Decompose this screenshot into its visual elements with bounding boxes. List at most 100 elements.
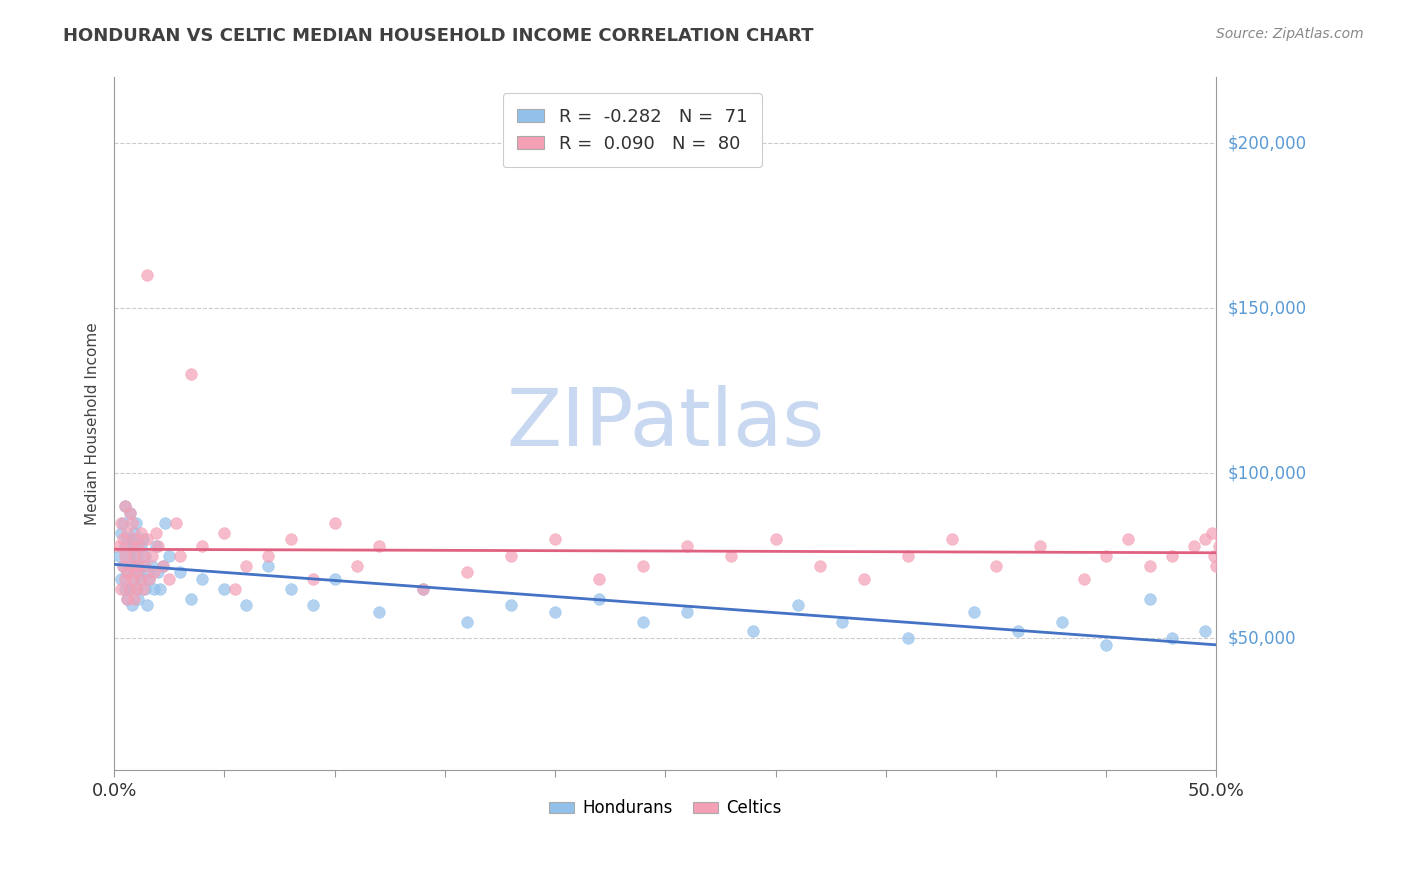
Point [1205, 558, 1227, 573]
Point [142, 582, 165, 596]
Point [214, 582, 236, 596]
Point [125, 582, 148, 596]
Point [121, 598, 143, 612]
Point [280, 582, 302, 596]
Point [544, 605, 567, 619]
Point [117, 591, 139, 606]
Point [1095, 549, 1118, 563]
Legend: Hondurans, Celtics: Hondurans, Celtics [543, 793, 789, 824]
Point [114, 549, 136, 563]
Point [786, 598, 808, 612]
Point [1216, 516, 1239, 530]
Point [191, 572, 214, 586]
Point [157, 549, 180, 563]
Point [676, 539, 699, 553]
Point [1007, 624, 1029, 639]
Point [118, 549, 141, 563]
Point [1161, 549, 1184, 563]
Point [191, 539, 214, 553]
Point [984, 558, 1007, 573]
Point [122, 525, 145, 540]
Point [132, 549, 155, 563]
Point [107, 549, 129, 563]
Point [148, 539, 170, 553]
Point [897, 631, 920, 645]
Point [301, 598, 323, 612]
Point [301, 572, 323, 586]
Point [129, 572, 152, 586]
Point [121, 558, 143, 573]
Point [499, 598, 522, 612]
Point [125, 532, 148, 546]
Point [1182, 539, 1205, 553]
Point [132, 532, 155, 546]
Point [499, 549, 522, 563]
Point [134, 549, 156, 563]
Point [111, 558, 134, 573]
Point [129, 539, 152, 553]
Point [132, 558, 155, 573]
Point [114, 539, 136, 553]
Point [149, 582, 172, 596]
Point [141, 558, 163, 573]
Point [118, 506, 141, 520]
Text: $100,000: $100,000 [1227, 464, 1306, 483]
Point [1095, 638, 1118, 652]
Point [346, 558, 368, 573]
Point [127, 565, 149, 579]
Point [122, 591, 145, 606]
Point [323, 516, 346, 530]
Point [122, 549, 145, 563]
Point [1204, 549, 1226, 563]
Point [134, 558, 156, 573]
Point [235, 598, 257, 612]
Text: $200,000: $200,000 [1227, 135, 1306, 153]
Point [110, 582, 132, 596]
Point [897, 549, 920, 563]
Point [224, 582, 246, 596]
Point [145, 539, 167, 553]
Point [412, 582, 434, 596]
Text: $150,000: $150,000 [1227, 300, 1306, 318]
Point [117, 525, 139, 540]
Point [152, 558, 174, 573]
Text: ZIPatlas: ZIPatlas [506, 384, 824, 463]
Point [114, 499, 136, 513]
Point [125, 516, 148, 530]
Point [633, 558, 655, 573]
Point [121, 558, 143, 573]
Point [110, 525, 132, 540]
Point [963, 605, 986, 619]
Point [720, 549, 742, 563]
Point [129, 572, 152, 586]
Point [257, 558, 280, 573]
Point [110, 572, 132, 586]
Point [117, 591, 139, 606]
Point [118, 506, 141, 520]
Point [742, 624, 765, 639]
Point [180, 368, 202, 382]
Point [117, 565, 139, 579]
Point [138, 572, 160, 586]
Point [118, 582, 141, 596]
Point [852, 572, 875, 586]
Text: Source: ZipAtlas.com: Source: ZipAtlas.com [1216, 27, 1364, 41]
Point [1139, 591, 1161, 606]
Point [1161, 631, 1184, 645]
Point [456, 565, 478, 579]
Point [136, 532, 159, 546]
Point [132, 582, 155, 596]
Point [125, 549, 148, 563]
Point [141, 549, 163, 563]
Point [114, 499, 136, 513]
Point [136, 268, 159, 283]
Point [136, 598, 159, 612]
Point [127, 591, 149, 606]
Point [127, 539, 149, 553]
Point [367, 539, 389, 553]
Point [169, 549, 191, 563]
Point [107, 539, 129, 553]
Point [544, 532, 567, 546]
Point [1050, 615, 1073, 629]
Point [941, 532, 963, 546]
